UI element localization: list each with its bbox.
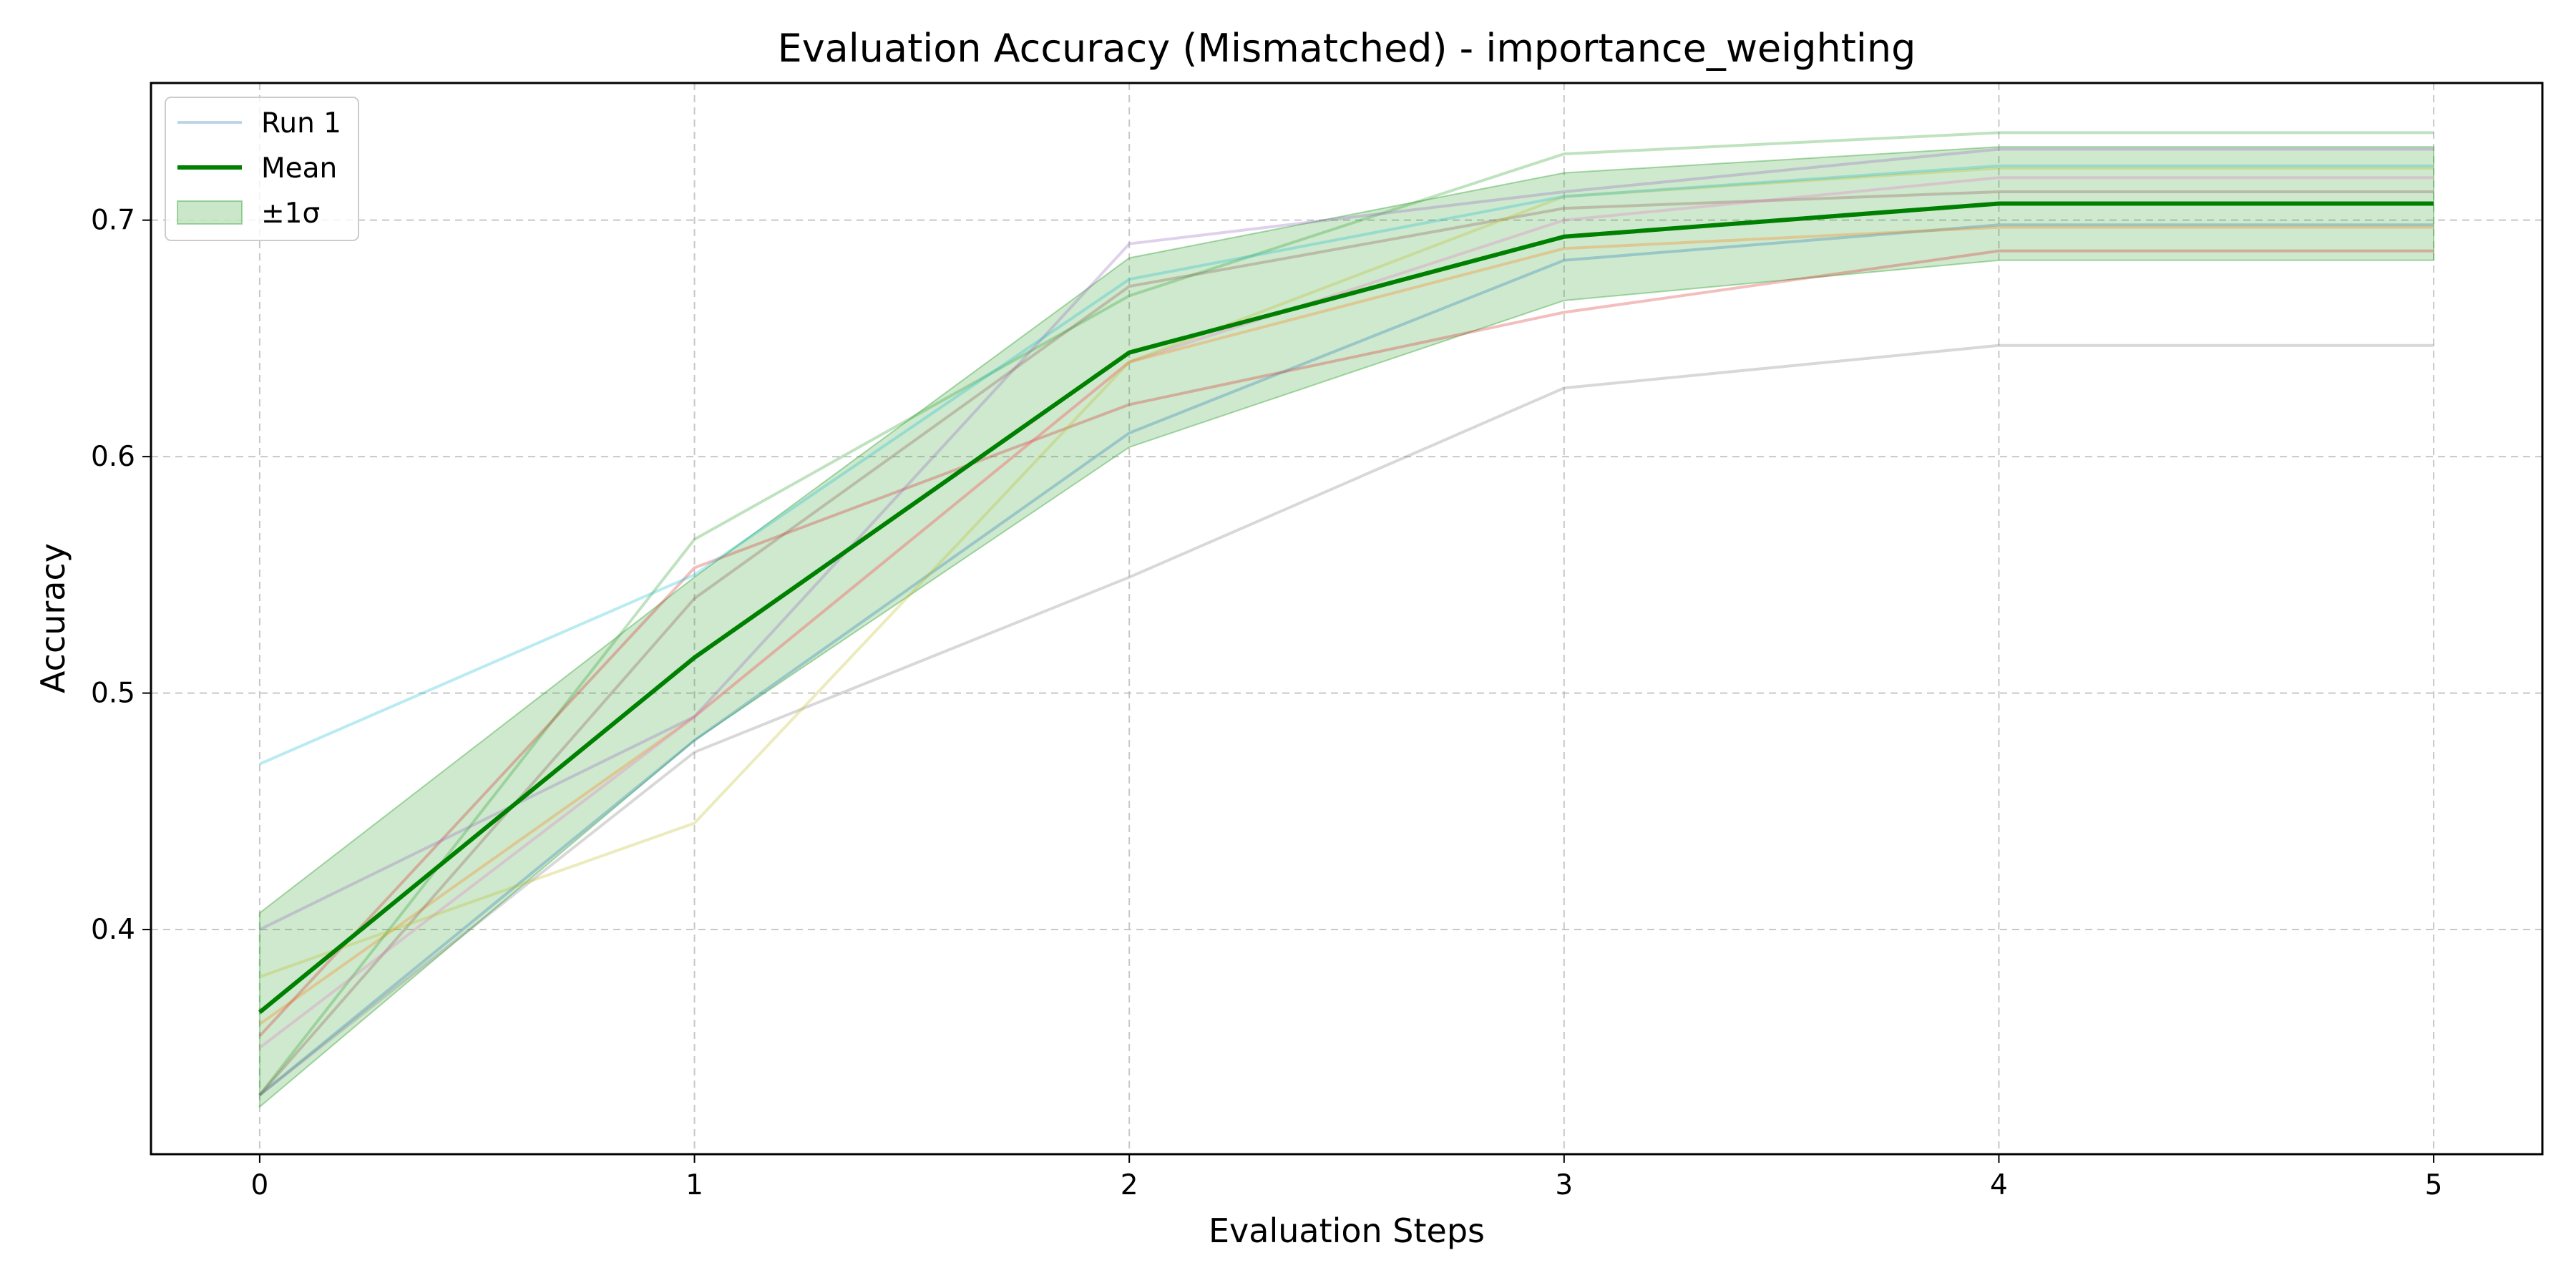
x-tick-label-2: 2 bbox=[1121, 1169, 1138, 1201]
legend-box bbox=[165, 97, 359, 241]
y-tick-label-0.7: 0.7 bbox=[91, 205, 135, 237]
chart-title: Evaluation Accuracy (Mismatched) - impor… bbox=[778, 26, 1916, 71]
mean-line bbox=[258, 201, 2434, 1015]
run-line-4 bbox=[258, 249, 2434, 1038]
run-line-9 bbox=[259, 167, 2434, 979]
y-axis-label: Accuracy bbox=[34, 543, 72, 693]
ticks: 0 1 2 3 4 5 0.4 0.5 0.6 0.7 bbox=[91, 205, 2443, 1201]
x-tick-label-4: 4 bbox=[1990, 1169, 2008, 1201]
x-tick-label-3: 3 bbox=[1555, 1169, 1573, 1201]
run-line-8 bbox=[258, 343, 2434, 1096]
run-line-1 bbox=[258, 223, 2434, 1096]
legend-run-label: Run 1 bbox=[261, 107, 341, 140]
plot-frame bbox=[150, 82, 2544, 1156]
grid bbox=[151, 83, 2542, 1154]
x-axis-label: Evaluation Steps bbox=[1209, 1211, 1485, 1250]
run-line-7 bbox=[258, 176, 2434, 1049]
y-tick-label-0.5: 0.5 bbox=[91, 678, 135, 710]
mean-layer bbox=[258, 201, 2434, 1015]
std-band bbox=[258, 146, 2435, 1109]
x-tick-label-0: 0 bbox=[250, 1169, 268, 1201]
legend-band-label: ±1σ bbox=[261, 197, 320, 230]
run-line-3 bbox=[258, 131, 2434, 1096]
legend-mean-label: Mean bbox=[261, 152, 337, 185]
x-tick-label-5: 5 bbox=[2425, 1169, 2443, 1201]
legend: Run 1 Mean ±1σ bbox=[165, 97, 359, 241]
run-line-10 bbox=[259, 164, 2434, 766]
legend-band-swatch bbox=[177, 200, 243, 225]
y-tick-label-0.4: 0.4 bbox=[91, 914, 135, 946]
std-band-layer bbox=[258, 146, 2435, 1109]
run-line-5 bbox=[259, 147, 2434, 931]
run-line-6 bbox=[258, 190, 2434, 1096]
runs-layer bbox=[258, 131, 2434, 1096]
x-tick-label-1: 1 bbox=[686, 1169, 703, 1201]
run-line-2 bbox=[258, 225, 2434, 1025]
y-tick-label-0.6: 0.6 bbox=[91, 441, 135, 473]
